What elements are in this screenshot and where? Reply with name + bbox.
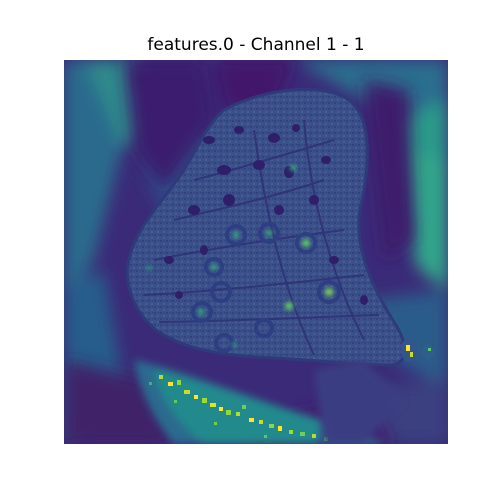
feature-map-canvas [64, 60, 448, 444]
feature-map-image [64, 60, 448, 444]
plot-title: features.0 - Channel 1 - 1 [147, 35, 365, 55]
